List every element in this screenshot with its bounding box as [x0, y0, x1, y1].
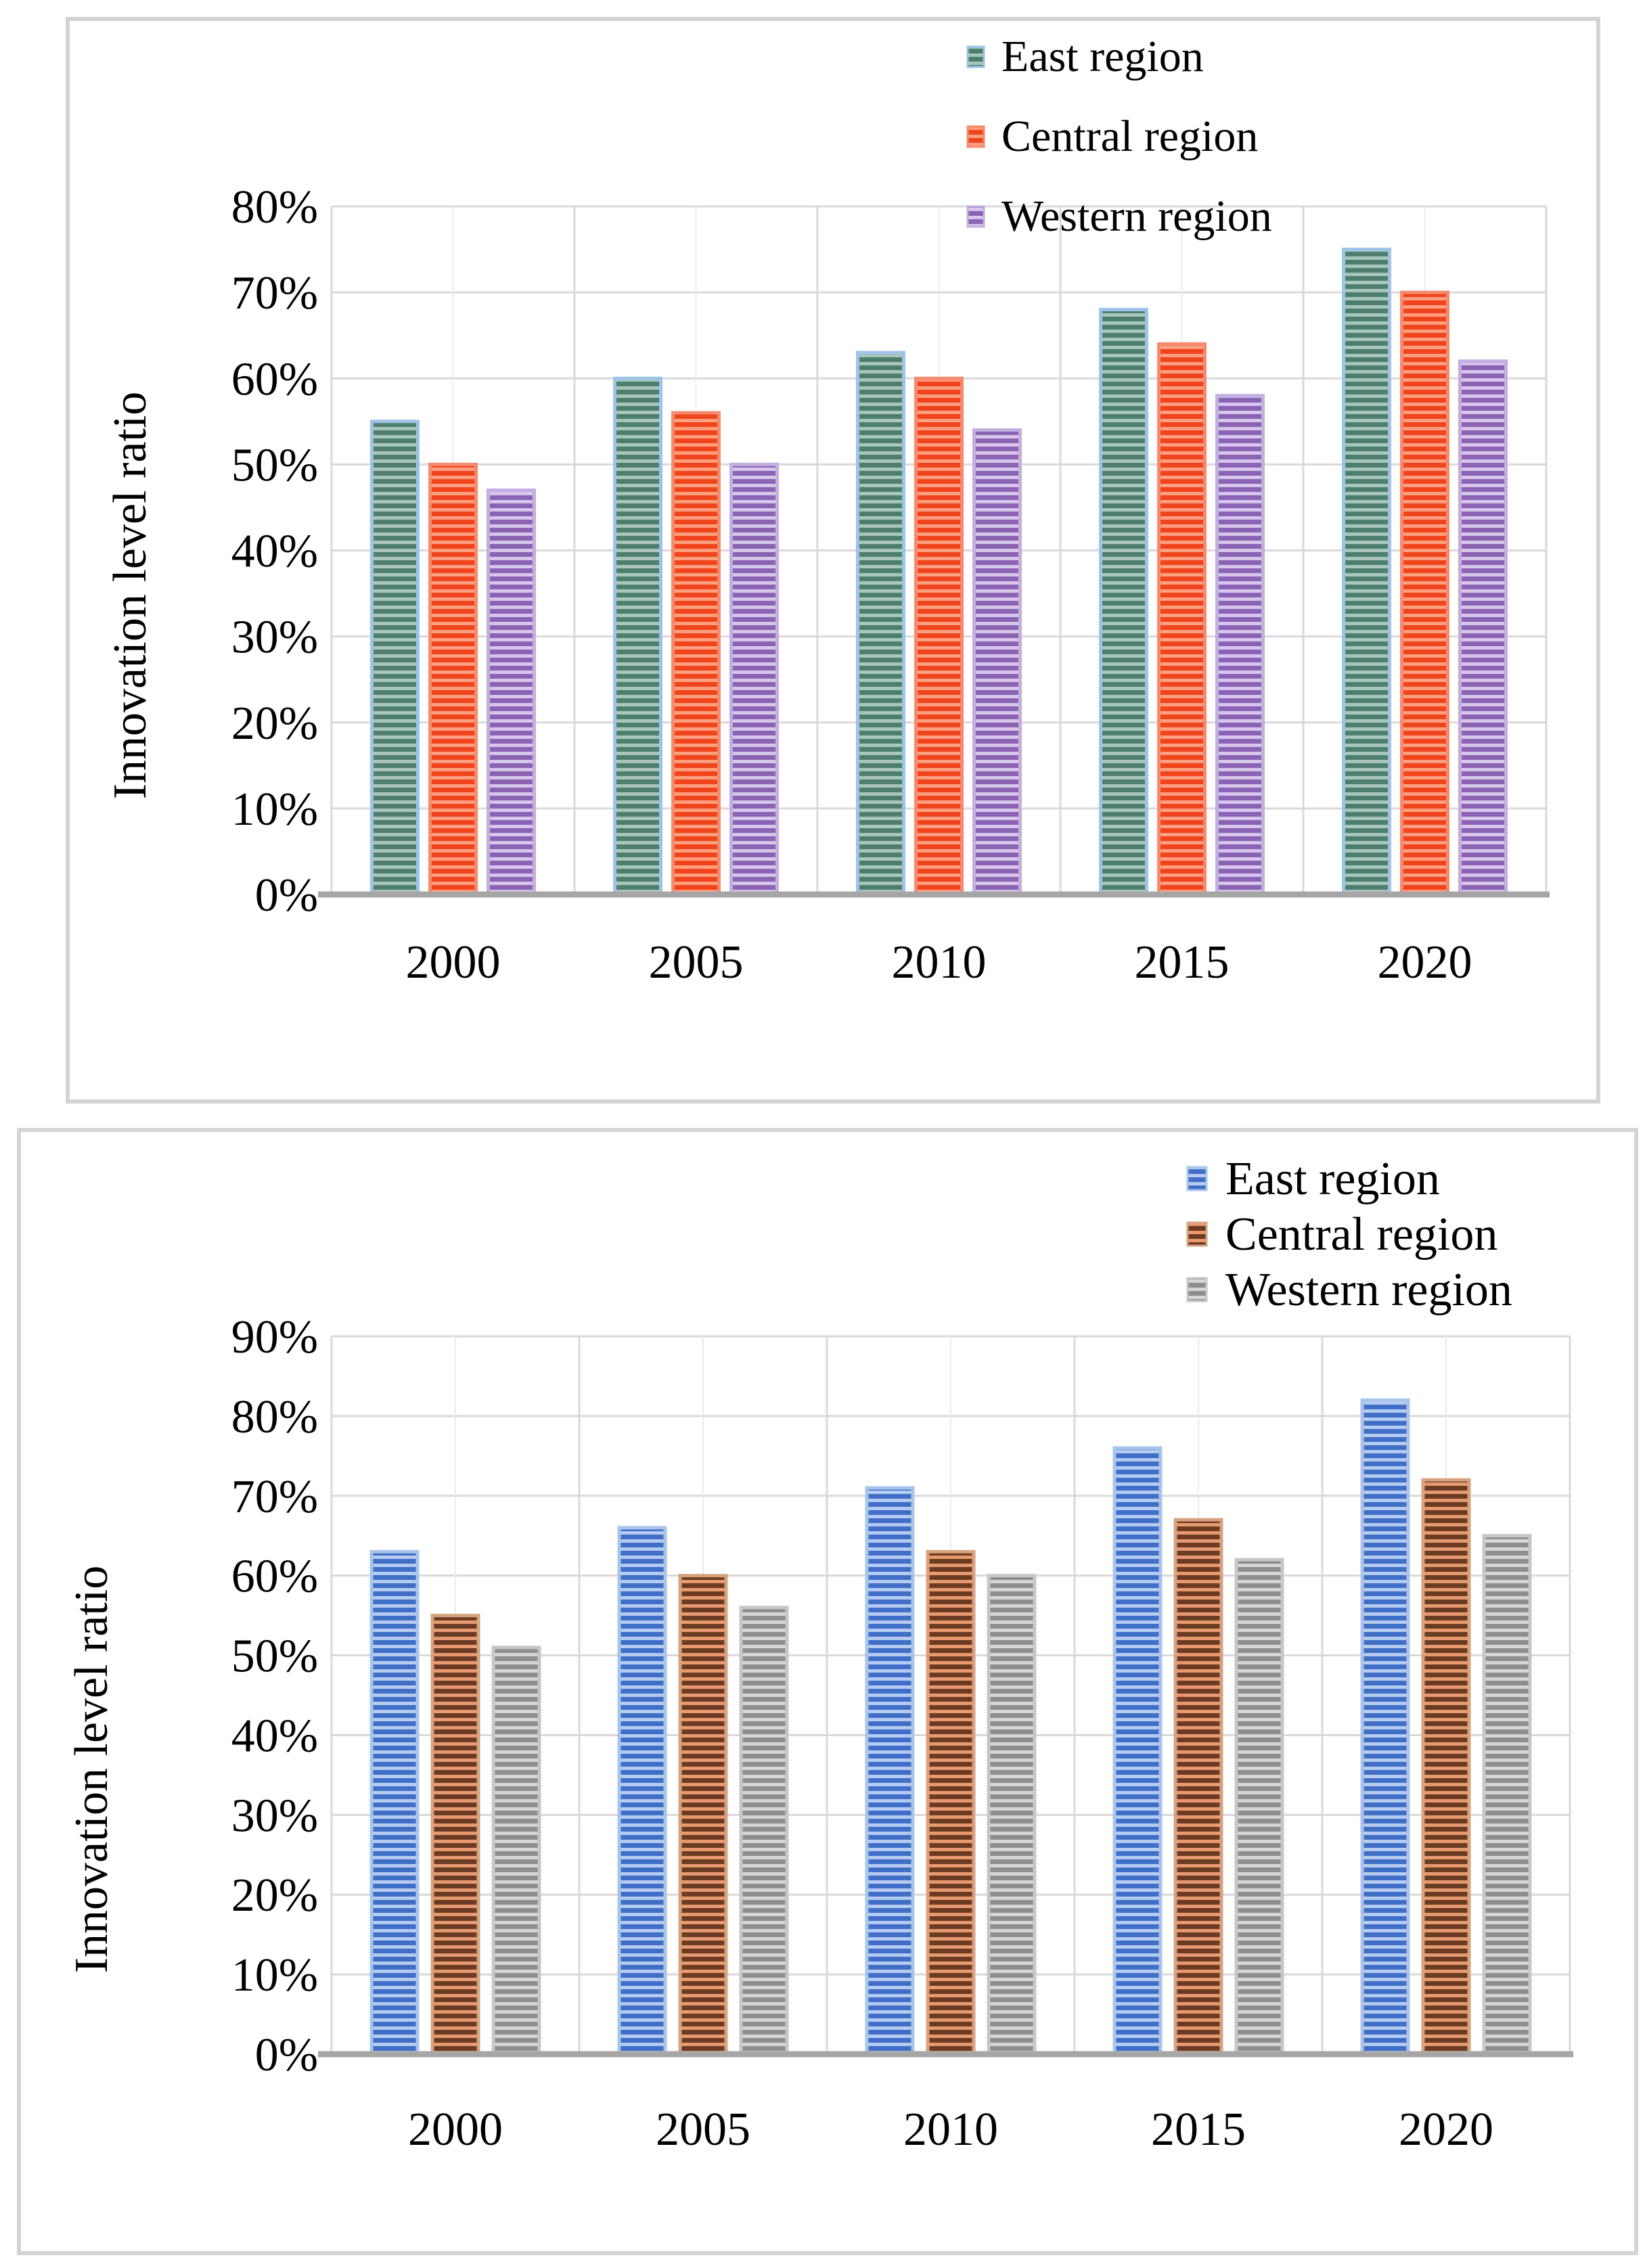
bar-central-region-2010 [914, 376, 964, 897]
y-tick-label: 10% [231, 1949, 318, 2001]
x-tick-label: 2015 [1135, 936, 1230, 989]
chart-bottom-y-axis-label: Innovation level ratio [66, 1566, 118, 1974]
bar-central-region-2005 [678, 1574, 728, 2056]
chart-top-y-axis-label: Innovation level ratio [104, 392, 156, 800]
bar-western-region-2010 [972, 428, 1022, 897]
legend-swatch [1186, 1221, 1208, 1247]
chart-top: 0%10%20%30%40%50%60%70%80% 2000 2005 2010 2… [66, 17, 1600, 1104]
bar-east-region-2005 [613, 376, 662, 897]
x-tick-label: 2005 [656, 2104, 750, 2156]
y-tick-label: 40% [231, 526, 318, 578]
legend-swatch [966, 45, 985, 68]
chart-bottom-frame [17, 1128, 1638, 2255]
bar-east-region-2015 [1099, 308, 1148, 897]
legend-label: Western region [1001, 191, 1272, 241]
bar-western-region-2020 [1482, 1534, 1532, 2056]
y-tick-label: 90% [231, 1311, 318, 1363]
bar-east-region-2010 [856, 350, 905, 897]
legend-label: East region [1225, 1153, 1440, 1205]
y-tick-label: 80% [231, 181, 318, 233]
bar-central-region-2005 [671, 411, 721, 897]
y-tick-label: 60% [231, 1551, 318, 1603]
bar-east-region-2005 [617, 1526, 667, 2056]
y-tick-label: 20% [231, 698, 318, 750]
chart-top-legend: East region Central region Western region [966, 32, 1272, 241]
bar-east-region-2020 [1360, 1398, 1410, 2056]
bar-central-region-2015 [1157, 342, 1207, 897]
y-tick-label: 40% [231, 1710, 318, 1762]
x-tick-label: 2020 [1378, 936, 1472, 989]
legend-swatch [966, 125, 985, 148]
bar-east-region-2000 [370, 419, 420, 897]
bar-central-region-2010 [926, 1549, 976, 2056]
bar-western-region-2015 [1215, 394, 1265, 897]
bar-east-region-2020 [1342, 248, 1391, 897]
y-tick-label: 70% [231, 1471, 318, 1523]
y-tick-label: 30% [231, 1790, 318, 1842]
y-tick-label: 50% [231, 439, 318, 491]
x-tick-label: 2015 [1151, 2104, 1246, 2156]
bar-central-region-2020 [1421, 1478, 1471, 2056]
legend-label: Western region [1225, 1264, 1512, 1316]
legend-label: Central region [1001, 112, 1258, 161]
x-tick-label: 2000 [406, 936, 501, 989]
bar-central-region-2015 [1173, 1518, 1223, 2056]
chart-bottom-x-ticks: 2000 2005 2010 2015 2020 [408, 2104, 1493, 2156]
legend-swatch [1186, 1277, 1208, 1302]
x-tick-label: 2020 [1399, 2104, 1493, 2156]
bar-central-region-2000 [430, 1614, 480, 2056]
x-tick-label: 2005 [649, 936, 744, 989]
x-tick-label: 2010 [903, 2104, 998, 2156]
legend-swatch [966, 205, 985, 228]
bar-western-region-2005 [739, 1606, 789, 2056]
bar-western-region-2000 [487, 489, 536, 897]
bar-east-region-2010 [865, 1486, 915, 2056]
x-tick-label: 2000 [408, 2104, 503, 2156]
y-tick-label: 30% [231, 612, 318, 664]
bar-western-region-2015 [1234, 1558, 1284, 2056]
bar-central-region-2020 [1400, 290, 1449, 897]
bar-western-region-2005 [729, 462, 779, 897]
legend-swatch [1186, 1166, 1208, 1192]
y-tick-label: 50% [231, 1631, 318, 1683]
chart-top-frame [66, 17, 1600, 1104]
y-tick-label: 20% [231, 1869, 318, 1922]
y-tick-label: 0% [255, 2029, 318, 2081]
bar-western-region-2000 [491, 1646, 541, 2056]
chart-bottom: 0%10%20%30%40%50%60%70%80%90% 2000 2005 20… [17, 1128, 1638, 2255]
y-tick-label: 70% [231, 267, 318, 319]
x-tick-label: 2010 [892, 936, 987, 989]
y-tick-label: 0% [255, 869, 318, 922]
chart-bottom-y-ticks: 0% 10% 20% 30% 40% 50% 60% 70% 80% 90% [231, 1311, 318, 2081]
bar-east-region-2015 [1112, 1446, 1163, 2056]
y-tick-label: 80% [231, 1391, 318, 1443]
bar-western-region-2020 [1458, 359, 1508, 897]
chart-top-x-ticks: 2000 2005 2010 2015 2020 [406, 936, 1472, 989]
bar-east-region-2000 [369, 1549, 420, 2056]
chart-top-y-ticks: 0% 10% 20% 30% 40% 50% 60% 70% 80% [231, 181, 318, 922]
chart-top-bars [370, 248, 1508, 897]
y-tick-label: 10% [231, 784, 318, 836]
legend-label: Central region [1225, 1208, 1497, 1261]
legend-label: East region [1001, 32, 1204, 81]
bar-western-region-2010 [987, 1574, 1037, 2056]
bar-central-region-2000 [428, 462, 478, 897]
y-tick-label: 60% [231, 353, 318, 405]
